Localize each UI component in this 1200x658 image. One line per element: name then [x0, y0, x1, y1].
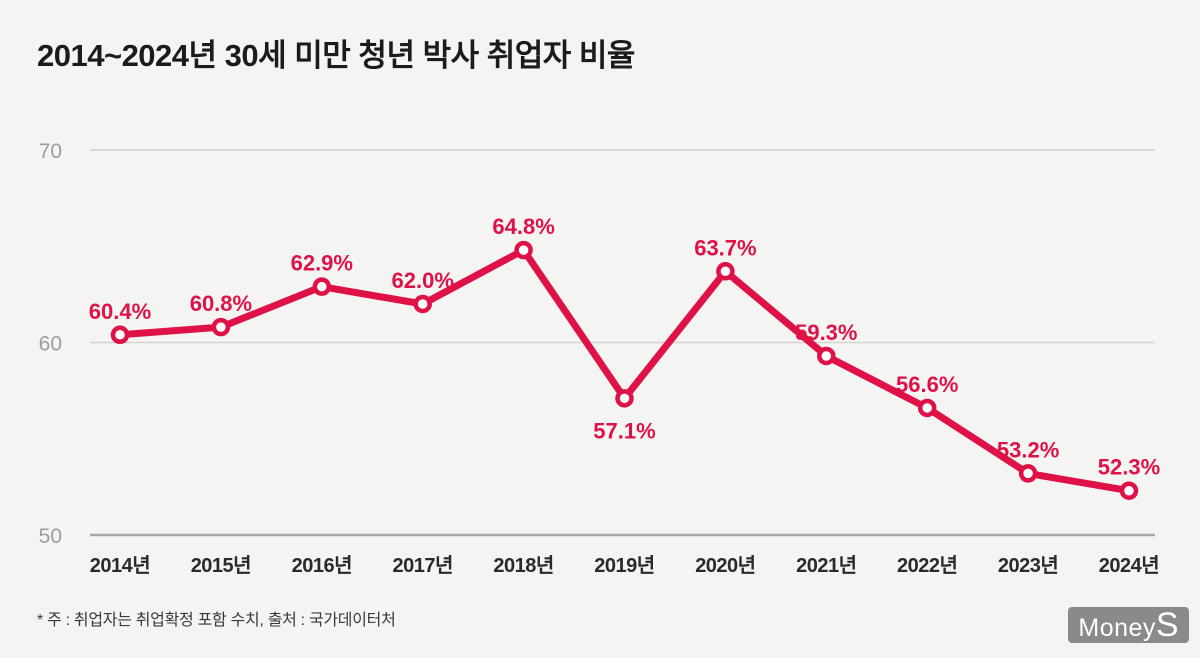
source-footnote: * 주 : 취업자는 취업확정 포함 수치, 출처 : 국가데이터처	[37, 612, 396, 629]
data-point-2020년	[716, 262, 735, 281]
x-tick-label-10: 2023년	[998, 554, 1058, 577]
y-tick-label-60: 60	[39, 333, 62, 356]
y-tick-label-50: 50	[39, 525, 62, 548]
data-label-2020년: 63.7%	[694, 235, 756, 260]
x-tick-label-4: 2017년	[392, 554, 452, 577]
x-tick-label-8: 2021년	[796, 554, 856, 577]
y-tick-label-70: 70	[39, 140, 62, 163]
moneys-logo: Money S	[1068, 607, 1189, 643]
x-tick-label-6: 2019년	[594, 554, 654, 577]
data-label-2018년: 64.8%	[492, 214, 554, 239]
data-label-2017년: 62.0%	[392, 268, 454, 293]
data-point-2023년	[1018, 464, 1038, 483]
data-point-2015년	[211, 317, 231, 337]
data-point-2021년	[817, 346, 836, 366]
data-label-2019년: 57.1%	[593, 418, 655, 443]
data-label-2014년: 60.4%	[89, 299, 151, 324]
data-label-2022년: 56.6%	[896, 372, 958, 397]
series-line	[116, 246, 1133, 495]
x-tick-label-11: 2024년	[1099, 554, 1159, 577]
x-tick-label-5: 2018년	[493, 554, 553, 577]
logo-text-s: S	[1155, 606, 1179, 644]
x-tick-label-7: 2020년	[695, 554, 755, 577]
x-tick-label-1: 2014년	[90, 554, 150, 577]
data-label-2023년: 53.2%	[997, 437, 1059, 462]
data-point-2022년	[917, 398, 937, 418]
x-tick-label-2: 2015년	[191, 554, 251, 577]
data-point-2014년	[110, 325, 130, 345]
data-label-2021년: 59.3%	[795, 320, 857, 345]
logo-text-money: Money	[1078, 614, 1156, 642]
data-point-2024년	[1119, 481, 1139, 500]
chart-title: 2014~2024년 30세 미만 청년 박사 취업자 비율	[37, 38, 635, 73]
data-point-2017년	[413, 294, 432, 314]
data-point-2018년	[514, 240, 533, 260]
data-label-2015년: 60.8%	[190, 291, 252, 316]
data-point-2016년	[312, 277, 332, 296]
data-label-2024년: 52.3%	[1098, 455, 1160, 480]
x-tick-label-3: 2016년	[292, 554, 352, 577]
data-label-2016년: 62.9%	[291, 251, 353, 276]
x-tick-label-9: 2022년	[897, 554, 957, 577]
data-point-2019년	[615, 389, 634, 408]
